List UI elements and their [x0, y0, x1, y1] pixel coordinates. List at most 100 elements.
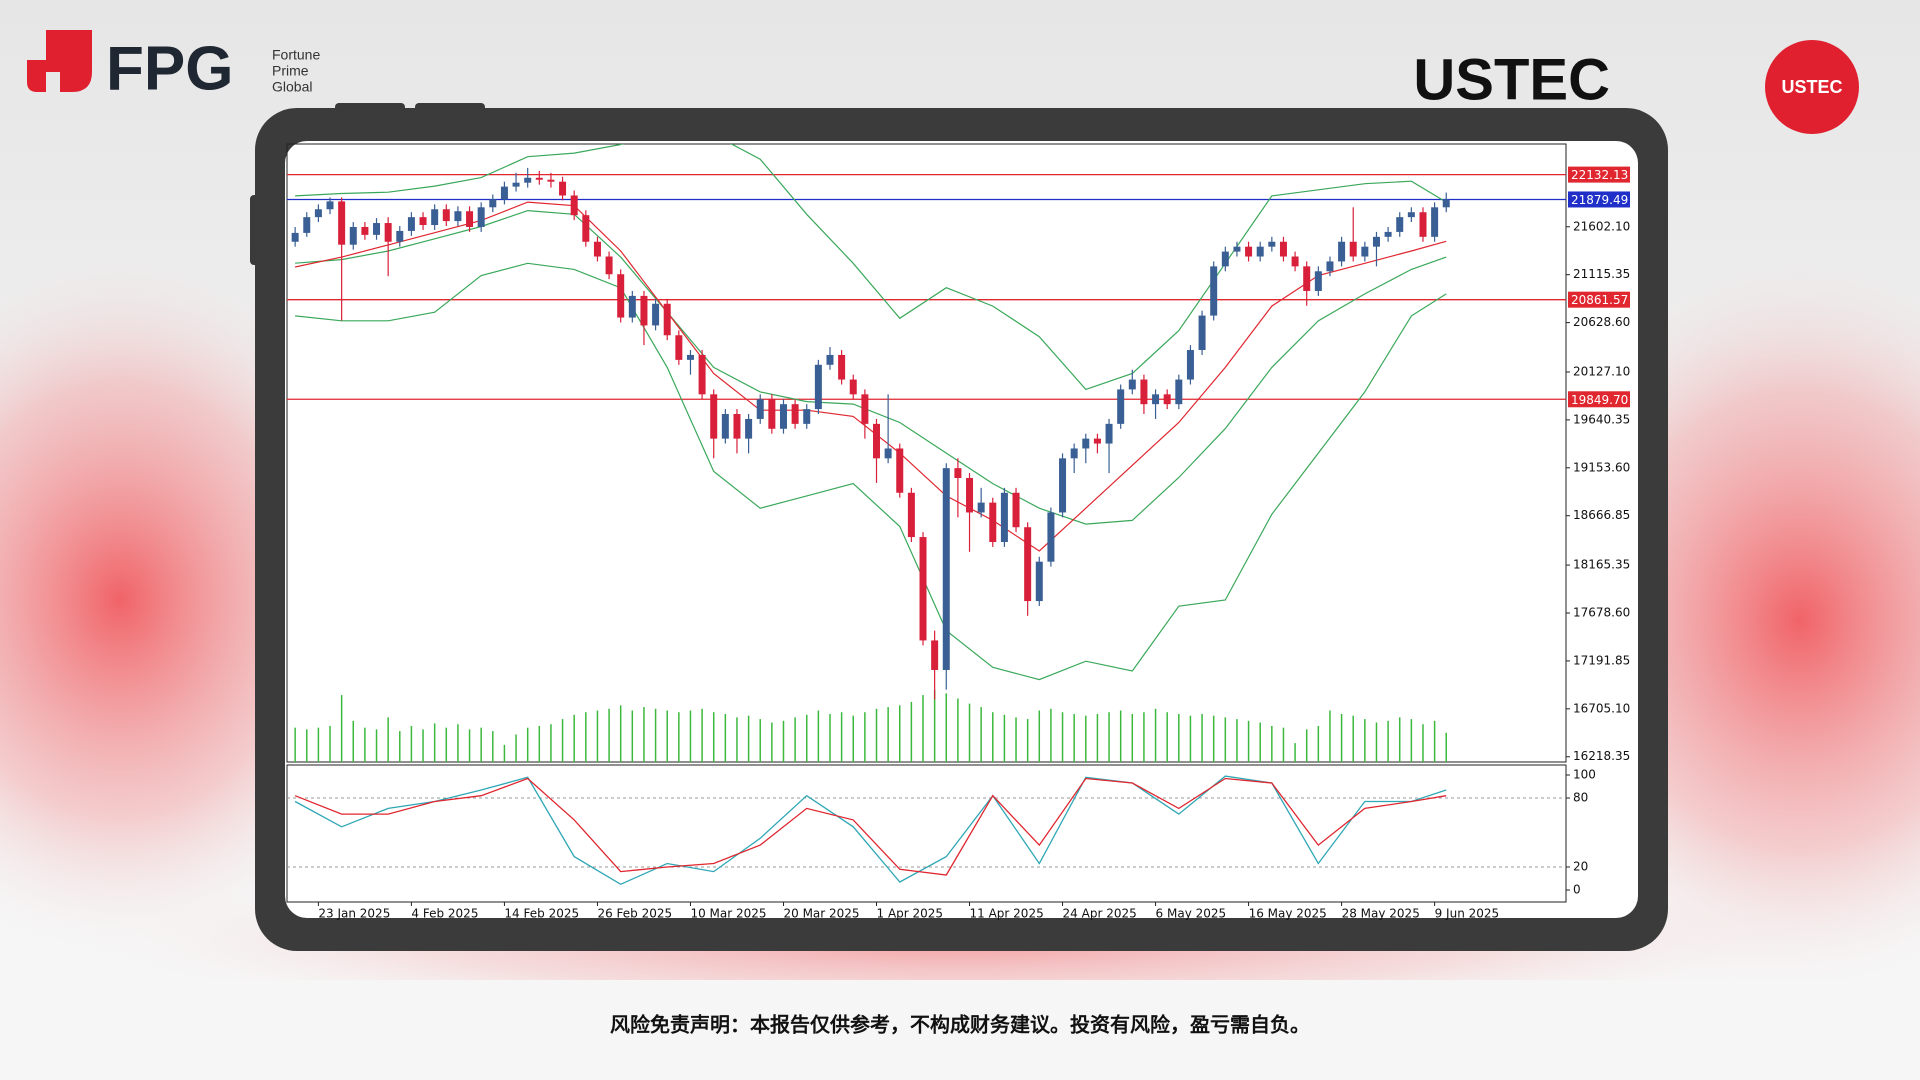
candle-body: [314, 209, 322, 218]
candle-body: [1384, 231, 1392, 237]
candle-body: [721, 414, 729, 439]
candle-body: [1407, 212, 1415, 218]
level-label: 22132.13: [1571, 168, 1628, 182]
candle-body: [419, 217, 427, 226]
x-tick-label: 6 May 2025: [1156, 907, 1227, 921]
candle-body: [1047, 512, 1055, 562]
footer-band: [0, 980, 1920, 1080]
stoch-panel: [286, 764, 1567, 903]
candle-body: [942, 468, 950, 670]
candle-body: [303, 217, 311, 233]
candle-body: [873, 423, 881, 459]
candle-body: [1198, 315, 1206, 351]
candle-body: [361, 226, 369, 235]
candle-body: [861, 394, 869, 424]
x-tick-label: 1 Apr 2025: [877, 907, 944, 921]
candle-body: [1396, 217, 1404, 232]
candle-body: [605, 256, 613, 275]
candle-body: [466, 211, 474, 227]
y-tick-label: 16705.10: [1573, 701, 1630, 715]
candle-body: [814, 364, 822, 410]
candle-body: [1442, 199, 1450, 208]
candle-body: [1233, 246, 1241, 252]
candle-body: [512, 182, 520, 187]
candle-body: [1105, 423, 1113, 444]
x-tick-label: 20 Mar 2025: [783, 907, 859, 921]
y-tick-label: 16218.35: [1573, 749, 1630, 763]
candle-body: [1210, 266, 1218, 316]
candle-body: [442, 209, 450, 222]
candle-body: [1314, 271, 1322, 291]
candle-body: [384, 223, 392, 242]
level-label-box: [1568, 391, 1630, 408]
candle-body: [1245, 246, 1253, 257]
candle-body: [559, 181, 567, 196]
candle-body: [1024, 527, 1032, 602]
candle-body: [1279, 241, 1287, 257]
candle-body: [407, 217, 415, 231]
candle-body: [663, 303, 671, 336]
candle-body: [349, 226, 357, 245]
x-tick-label: 11 Apr 2025: [970, 907, 1044, 921]
candle-body: [896, 448, 904, 493]
candle-body: [547, 179, 555, 182]
logo-tagline: Fortune: [272, 47, 320, 63]
candle-body: [733, 414, 741, 439]
candle-body: [1140, 379, 1148, 405]
candle-body: [582, 215, 590, 242]
symbol-title: USTEC: [1413, 47, 1610, 112]
level-label-box: [1568, 291, 1630, 308]
candle-body: [1256, 246, 1264, 257]
x-tick-label: 16 May 2025: [1249, 907, 1327, 921]
candle-body: [1431, 207, 1439, 237]
candle-body: [989, 502, 997, 542]
candle-body: [570, 195, 578, 216]
y-tick-label: 19153.60: [1573, 460, 1630, 474]
x-tick-label: 23 Jan 2025: [318, 907, 390, 921]
y-tick-label: 100: [1573, 768, 1596, 782]
candle-body: [1070, 448, 1078, 459]
candle-body: [477, 207, 485, 227]
candle-body: [838, 354, 846, 380]
x-tick-label: 28 May 2025: [1342, 907, 1420, 921]
x-tick-label: 14 Feb 2025: [504, 907, 579, 921]
candle-body: [779, 404, 787, 429]
candle-body: [1059, 458, 1067, 513]
candle-body: [326, 201, 334, 210]
x-tick-label: 26 Feb 2025: [597, 907, 672, 921]
candle-body: [1117, 389, 1125, 424]
candle-body: [431, 209, 439, 226]
candle-body: [826, 354, 834, 365]
candle-body: [768, 399, 776, 429]
candle-body: [1093, 438, 1101, 444]
candle-body: [1349, 241, 1357, 257]
candle-body: [745, 418, 753, 439]
y-tick-label: 80: [1573, 791, 1588, 805]
main-panel: [286, 143, 1567, 763]
x-tick-label: 9 Jun 2025: [1435, 907, 1500, 921]
device-screen: [285, 141, 1638, 918]
candle-body: [698, 354, 706, 395]
candle-body: [1338, 241, 1346, 262]
y-tick-label: 20: [1573, 860, 1588, 874]
logo-tagline: Prime: [272, 63, 309, 79]
y-tick-label: 17678.60: [1573, 606, 1630, 620]
y-tick-label: 17191.85: [1573, 653, 1630, 667]
candle-body: [803, 409, 811, 424]
candle-body: [1291, 256, 1299, 267]
indicator-line: [295, 262, 1447, 681]
x-tick-label: 4 Feb 2025: [411, 907, 478, 921]
candle-body: [500, 186, 508, 200]
y-tick-label: 0: [1573, 883, 1581, 897]
candle-body: [1268, 241, 1276, 247]
candle-body: [1012, 492, 1020, 528]
candle-body: [1082, 438, 1090, 449]
y-tick-label: 19640.35: [1573, 412, 1630, 426]
candle-body: [977, 502, 985, 513]
level-label: 20861.57: [1571, 293, 1628, 307]
logo-tagline: Global: [272, 79, 312, 95]
candle-body: [686, 354, 694, 360]
badge: [1765, 40, 1859, 134]
logo-text: FPG: [106, 34, 233, 103]
